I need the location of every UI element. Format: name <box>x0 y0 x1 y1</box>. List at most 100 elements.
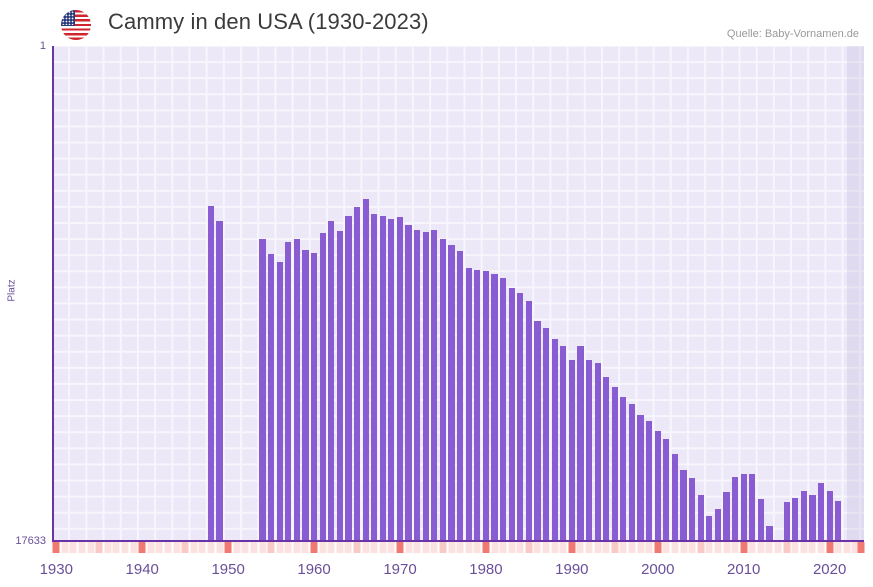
x-axis-minor-tick-marker <box>207 542 215 553</box>
x-axis-tick-marker <box>740 542 748 553</box>
bar <box>285 242 292 541</box>
x-axis-line <box>52 540 864 542</box>
x-axis-minor-tick-marker <box>525 542 533 553</box>
x-axis-tick-label: 1980 <box>469 561 503 578</box>
bar <box>216 221 223 541</box>
bar <box>457 250 464 541</box>
bar <box>740 474 747 541</box>
bar <box>293 239 300 541</box>
x-axis-tick-marker <box>826 542 834 553</box>
x-axis-minor-tick-marker <box>61 542 69 553</box>
bar <box>439 239 447 541</box>
x-axis-minor-tick-marker <box>611 542 619 553</box>
x-axis-minor-tick-marker <box>379 542 387 553</box>
bar <box>517 293 524 541</box>
x-axis-minor-tick-marker <box>336 542 344 553</box>
bar <box>508 287 515 541</box>
bar <box>482 270 489 541</box>
x-axis-minor-tick-marker <box>533 542 541 553</box>
x-axis-tick-marker <box>52 542 60 553</box>
chart-header: Cammy in den USA (1930-2023) Quelle: Bab… <box>0 0 873 46</box>
x-axis-minor-tick-marker <box>551 542 559 553</box>
x-axis-minor-tick-marker <box>594 542 602 553</box>
x-axis-minor-tick-marker <box>602 542 610 553</box>
bar <box>637 415 644 541</box>
bar <box>371 214 378 541</box>
bar <box>697 495 704 541</box>
bar <box>671 454 679 541</box>
x-axis-minor-tick-marker <box>843 542 851 553</box>
x-axis-minor-tick-marker <box>817 542 825 553</box>
x-axis-minor-tick-marker <box>276 542 284 553</box>
bar <box>800 490 807 541</box>
x-axis-minor-tick-marker <box>387 542 395 553</box>
x-axis-minor-tick-marker <box>181 542 189 553</box>
bar <box>654 430 661 541</box>
bar <box>302 249 309 541</box>
bar <box>714 509 721 541</box>
x-axis-minor-tick-marker <box>104 542 112 553</box>
x-axis-minor-tick-marker <box>662 542 670 553</box>
x-axis-minor-tick-marker <box>808 542 816 553</box>
x-axis-minor-tick-marker <box>95 542 103 553</box>
bar <box>792 497 799 541</box>
bar <box>689 478 696 541</box>
x-axis-minor-tick-marker <box>783 542 791 553</box>
x-axis-minor-tick-marker <box>516 542 524 553</box>
bar <box>663 439 670 541</box>
x-axis-minor-tick-marker <box>542 542 550 553</box>
x-axis-minor-tick-marker <box>791 542 799 553</box>
bar <box>268 253 275 541</box>
x-axis-minor-tick-marker <box>834 542 842 553</box>
bar <box>448 244 455 541</box>
x-axis-minor-tick-marker <box>241 542 249 553</box>
x-axis-minor-tick-marker <box>559 542 567 553</box>
x-axis-minor-tick-marker <box>87 542 95 553</box>
bar <box>336 231 343 541</box>
source-attribution: Quelle: Baby-Vornamen.de <box>726 28 859 40</box>
x-axis-minor-tick-marker <box>499 542 507 553</box>
x-axis-tick-marker <box>654 542 662 553</box>
x-axis-minor-tick-marker <box>130 542 138 553</box>
x-axis-minor-tick-marker <box>344 542 352 553</box>
x-axis-tick-label: 2020 <box>812 561 847 578</box>
bar <box>405 224 412 541</box>
x-axis-minor-tick-marker <box>465 542 473 553</box>
bar <box>723 492 730 541</box>
x-axis-minor-tick-marker <box>731 542 739 553</box>
x-axis-minor-tick-marker <box>723 542 731 553</box>
x-axis-minor-tick-marker <box>473 542 481 553</box>
y-axis-tick-bottom: 17633 <box>15 535 46 547</box>
bar <box>757 499 764 541</box>
x-axis-minor-tick-marker <box>628 542 636 553</box>
page-title: Cammy in den USA (1930-2023) <box>108 9 429 34</box>
x-axis-minor-tick-marker <box>293 542 301 553</box>
x-axis-tick-marker <box>568 542 576 553</box>
x-axis-minor-tick-marker <box>198 542 206 553</box>
bar <box>568 360 575 541</box>
x-axis-minor-tick-marker <box>757 542 765 553</box>
x-axis-end-marker <box>857 542 865 553</box>
flag-canton <box>61 10 75 26</box>
us-flag-icon <box>61 10 91 40</box>
x-axis-minor-tick-marker <box>233 542 241 553</box>
x-axis-minor-tick-marker <box>697 542 705 553</box>
bar <box>542 328 550 541</box>
bar <box>414 229 421 541</box>
x-axis-minor-tick-marker <box>173 542 181 553</box>
x-axis-tick-label: 1940 <box>125 561 159 578</box>
bar <box>585 360 593 541</box>
bar <box>319 233 326 541</box>
x-axis-tick-label: 2000 <box>641 561 675 578</box>
x-axis-minor-tick-marker <box>259 542 267 553</box>
x-axis-tick-label: 1970 <box>383 561 417 578</box>
x-axis-minor-tick-marker <box>362 542 370 553</box>
bar <box>500 277 507 541</box>
bar <box>594 363 601 541</box>
x-axis-minor-tick-marker <box>439 542 447 553</box>
bar <box>276 261 283 541</box>
x-axis-minor-tick-marker <box>155 542 163 553</box>
x-axis-minor-tick-marker <box>637 542 645 553</box>
x-axis-minor-tick-marker <box>353 542 361 553</box>
